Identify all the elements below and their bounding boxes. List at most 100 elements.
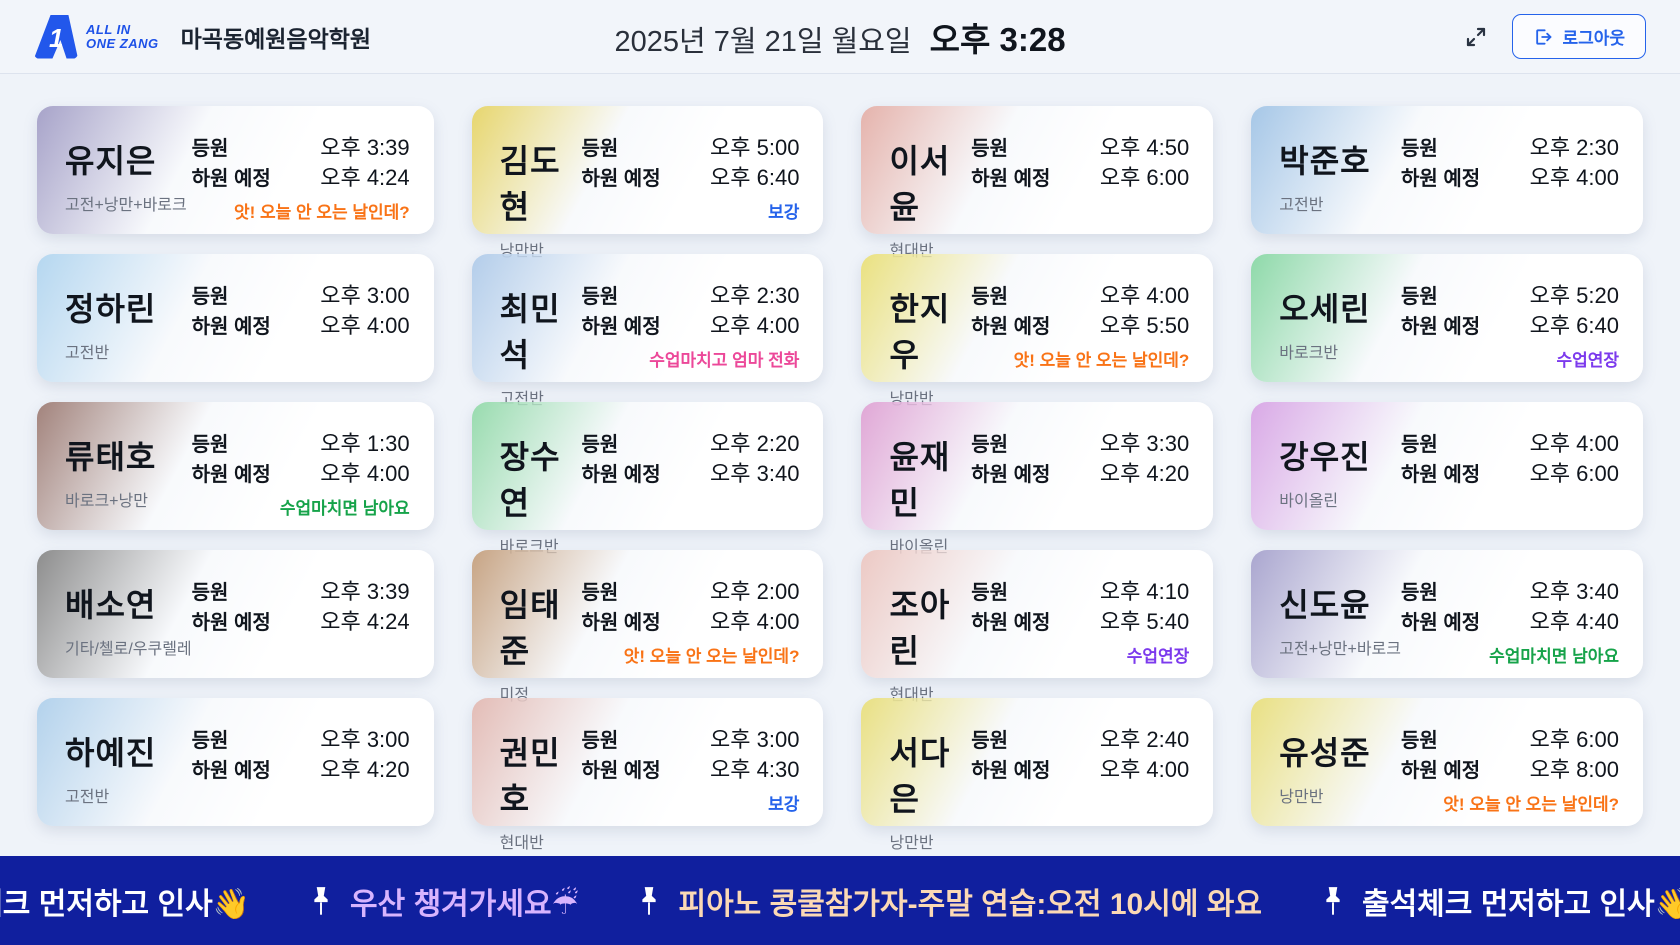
arrival-label: 등원 <box>581 138 619 160</box>
student-name: 강우진 <box>1279 439 1371 475</box>
student-name: 이서윤 <box>889 143 951 225</box>
arrival-label: 등원 <box>1401 138 1438 160</box>
student-name: 조아린 <box>889 587 951 669</box>
arrival-time: 오후 6:00 <box>1529 727 1619 752</box>
arrival-time: 오후 2:00 <box>710 579 800 604</box>
arrival-label: 등원 <box>971 286 1009 308</box>
student-class: 고전반 <box>65 345 110 362</box>
student-name: 유지은 <box>65 143 157 179</box>
student-note: 앗! 오늘 안 오는 날인데? <box>623 647 800 666</box>
arrival-label: 등원 <box>581 730 619 752</box>
student-card[interactable]: 유지은 고전+낭만+바로크 등원 오후 3:39 하원 예정 오후 4:24 앗… <box>37 106 434 234</box>
departure-label: 하원 예정 <box>1401 168 1481 190</box>
departure-label: 하원 예정 <box>1401 760 1481 782</box>
departure-label: 하원 예정 <box>191 316 271 338</box>
student-card[interactable]: 윤재민 바이올린 등원 오후 3:30 하원 예정 오후 4:20 <box>861 402 1214 556</box>
student-card[interactable]: 강우진 바이올린 등원 오후 4:00 하원 예정 오후 6:00 <box>1251 402 1643 530</box>
arrival-label: 등원 <box>191 434 229 456</box>
student-name: 하예진 <box>65 735 157 771</box>
announcement-text: 우산 챙겨가세요☔ <box>350 887 579 921</box>
departure-time: 오후 6:00 <box>1529 461 1619 486</box>
student-card[interactable]: 최민석 고전반 등원 오후 2:30 하원 예정 오후 4:00 수업마치고 엄… <box>471 254 824 408</box>
student-name: 임태준 <box>499 587 561 669</box>
announcement-text: 출석체크 먼저하고 인사👋 <box>1361 887 1680 921</box>
student-name: 최민석 <box>499 291 561 373</box>
arrival-time: 오후 3:39 <box>320 135 410 160</box>
student-name: 신도윤 <box>1279 587 1371 623</box>
student-class: 바로크+낭만 <box>65 493 148 510</box>
student-note: 수업마치면 남아요 <box>1489 647 1619 666</box>
pushpin-icon <box>642 886 657 915</box>
student-card[interactable]: 이서윤 현대반 등원 오후 4:50 하원 예정 오후 6:00 <box>861 106 1214 260</box>
departure-label: 하원 예정 <box>971 316 1051 338</box>
departure-label: 하원 예정 <box>971 612 1051 634</box>
departure-label: 하원 예정 <box>581 612 661 634</box>
student-card[interactable]: 장수연 바로크반 등원 오후 2:20 하원 예정 오후 3:40 <box>471 402 824 556</box>
arrival-time: 오후 3:00 <box>320 727 410 752</box>
departure-time: 오후 6:40 <box>1529 313 1619 338</box>
student-card[interactable]: 신도윤 고전+낭만+바로크 등원 오후 3:40 하원 예정 오후 4:40 수… <box>1251 550 1643 678</box>
arrival-label: 등원 <box>581 582 619 604</box>
fullscreen-icon[interactable] <box>1462 23 1490 51</box>
arrival-time: 오후 2:30 <box>710 283 800 308</box>
arrival-time: 오후 4:10 <box>1099 579 1190 604</box>
arrival-time: 오후 1:30 <box>320 431 410 456</box>
logout-button[interactable]: 로그아웃 <box>1512 14 1646 59</box>
departure-time: 오후 4:00 <box>1529 165 1619 190</box>
student-card[interactable]: 오세린 바로크반 등원 오후 5:20 하원 예정 오후 6:40 수업연장 <box>1251 254 1643 382</box>
arrival-time: 오후 3:00 <box>710 727 800 752</box>
student-card[interactable]: 류태호 바로크+낭만 등원 오후 1:30 하원 예정 오후 4:00 수업마치… <box>37 402 434 530</box>
student-grid: 유지은 고전+낭만+바로크 등원 오후 3:39 하원 예정 오후 4:24 앗… <box>37 106 1643 852</box>
student-card[interactable]: 임태준 미정 등원 오후 2:00 하원 예정 오후 4:00 앗! 오늘 안 … <box>471 550 824 704</box>
arrival-label: 등원 <box>1401 434 1438 456</box>
student-card[interactable]: 권민호 현대반 등원 오후 3:00 하원 예정 오후 4:30 보강 <box>471 698 824 852</box>
student-class: 낭만반 <box>1279 789 1324 806</box>
student-card[interactable]: 조아린 현대반 등원 오후 4:10 하원 예정 오후 5:40 수업연장 <box>861 550 1214 704</box>
student-note: 보강 <box>768 795 800 814</box>
student-name: 서다은 <box>889 735 951 817</box>
student-class: 낭만반 <box>889 835 934 852</box>
departure-label: 하원 예정 <box>581 168 661 190</box>
departure-time: 오후 4:20 <box>320 757 410 782</box>
student-card[interactable]: 하예진 고전반 등원 오후 3:00 하원 예정 오후 4:20 <box>37 698 434 826</box>
student-name: 윤재민 <box>889 439 951 521</box>
arrival-time: 오후 3:40 <box>1529 579 1619 604</box>
arrival-label: 등원 <box>191 138 229 160</box>
student-class: 바이올린 <box>1279 493 1339 510</box>
arrival-time: 오후 5:20 <box>1529 283 1619 308</box>
logo-line2: ONE ZANG <box>86 35 159 51</box>
arrival-label: 등원 <box>1401 730 1438 752</box>
brand-logo: 1 ALL IN ONE ZANG <box>34 14 159 59</box>
announcement-item: 출석체크 먼저하고 인사👋 <box>1320 879 1680 923</box>
student-class: 바로크반 <box>1279 345 1339 362</box>
departure-time: 오후 4:00 <box>320 313 410 338</box>
student-card[interactable]: 박준호 고전반 등원 오후 2:30 하원 예정 오후 4:00 <box>1251 106 1643 234</box>
departure-label: 하원 예정 <box>191 612 271 634</box>
arrival-time: 오후 3:00 <box>320 283 410 308</box>
departure-label: 하원 예정 <box>191 464 271 486</box>
student-note: 수업마치면 남아요 <box>279 499 410 518</box>
arrival-time: 오후 2:30 <box>1529 135 1619 160</box>
student-name: 한지우 <box>889 291 951 373</box>
student-card[interactable]: 서다은 낭만반 등원 오후 2:40 하원 예정 오후 4:00 <box>861 698 1214 852</box>
announcement-text: 출석체크 먼저하고 인사👋 <box>0 887 251 921</box>
departure-label: 하원 예정 <box>581 760 661 782</box>
departure-label: 하원 예정 <box>191 168 271 190</box>
student-card[interactable]: 한지우 낭만반 등원 오후 4:00 하원 예정 오후 5:50 앗! 오늘 안… <box>861 254 1214 408</box>
student-class: 현대반 <box>499 835 544 852</box>
arrival-time: 오후 5:00 <box>710 135 800 160</box>
logo-numeral: 1 <box>49 22 64 53</box>
student-card[interactable]: 배소연 기타/첼로/우쿠렐레 등원 오후 3:39 하원 예정 오후 4:24 <box>37 550 434 678</box>
datetime-display: 2025년 7월 21일 월요일 오후 3:28 <box>614 13 1065 61</box>
arrival-label: 등원 <box>1401 286 1438 308</box>
departure-time: 오후 4:40 <box>1529 609 1619 634</box>
departure-label: 하원 예정 <box>581 464 661 486</box>
arrival-label: 등원 <box>191 286 229 308</box>
student-class: 고전+낭만+바로크 <box>1279 641 1401 658</box>
arrival-label: 등원 <box>1401 582 1438 604</box>
announcement-item: 피아노 콩쿨참가자-주말 연습:오전 10시에 와요 <box>636 879 1262 923</box>
student-note: 앗! 오늘 안 오는 날인데? <box>1013 351 1190 370</box>
student-card[interactable]: 유성준 낭만반 등원 오후 6:00 하원 예정 오후 8:00 앗! 오늘 안… <box>1251 698 1643 826</box>
student-card[interactable]: 김도현 낭만반 등원 오후 5:00 하원 예정 오후 6:40 보강 <box>471 106 824 260</box>
student-card[interactable]: 정하린 고전반 등원 오후 3:00 하원 예정 오후 4:00 <box>37 254 434 382</box>
